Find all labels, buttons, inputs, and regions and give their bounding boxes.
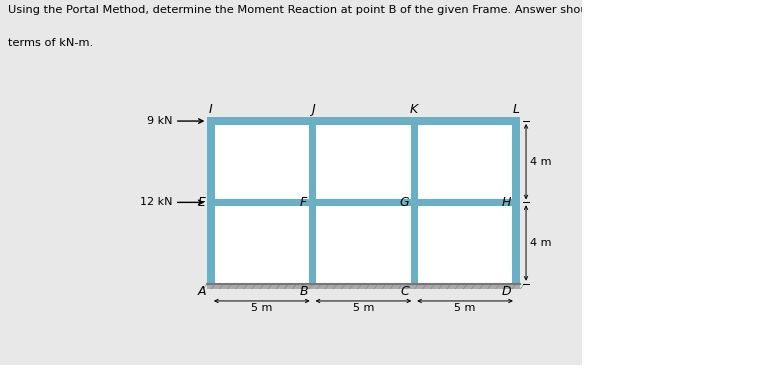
Bar bbox=[207, 199, 520, 206]
Text: J: J bbox=[311, 103, 315, 116]
Text: L: L bbox=[513, 103, 520, 116]
Text: ...: ... bbox=[672, 44, 685, 58]
Text: 9 kN: 9 kN bbox=[147, 116, 173, 126]
Text: terms of kN-m.: terms of kN-m. bbox=[8, 38, 93, 48]
Bar bbox=[207, 118, 520, 287]
Bar bbox=[512, 121, 520, 284]
Bar bbox=[207, 118, 520, 125]
Text: 5 m: 5 m bbox=[454, 303, 476, 314]
Text: 4 m: 4 m bbox=[530, 157, 551, 167]
Text: C: C bbox=[401, 285, 409, 298]
Text: K: K bbox=[410, 103, 419, 116]
Text: H: H bbox=[501, 196, 510, 209]
Text: B: B bbox=[299, 285, 308, 298]
Bar bbox=[207, 285, 520, 289]
Text: G: G bbox=[399, 196, 409, 209]
Bar bbox=[207, 121, 214, 284]
Text: A: A bbox=[198, 285, 207, 298]
Text: 4 m: 4 m bbox=[530, 238, 551, 248]
Text: E: E bbox=[198, 196, 206, 209]
Bar bbox=[411, 121, 418, 284]
Text: 5 m: 5 m bbox=[353, 303, 374, 314]
Text: Using the Portal Method, determine the Moment Reaction at point B of the given F: Using the Portal Method, determine the M… bbox=[8, 5, 630, 15]
Bar bbox=[309, 121, 316, 284]
Text: F: F bbox=[300, 196, 308, 209]
Text: I: I bbox=[209, 103, 213, 116]
Text: 12 kN: 12 kN bbox=[140, 197, 173, 207]
Text: D: D bbox=[502, 285, 511, 298]
Text: 5 m: 5 m bbox=[251, 303, 272, 314]
